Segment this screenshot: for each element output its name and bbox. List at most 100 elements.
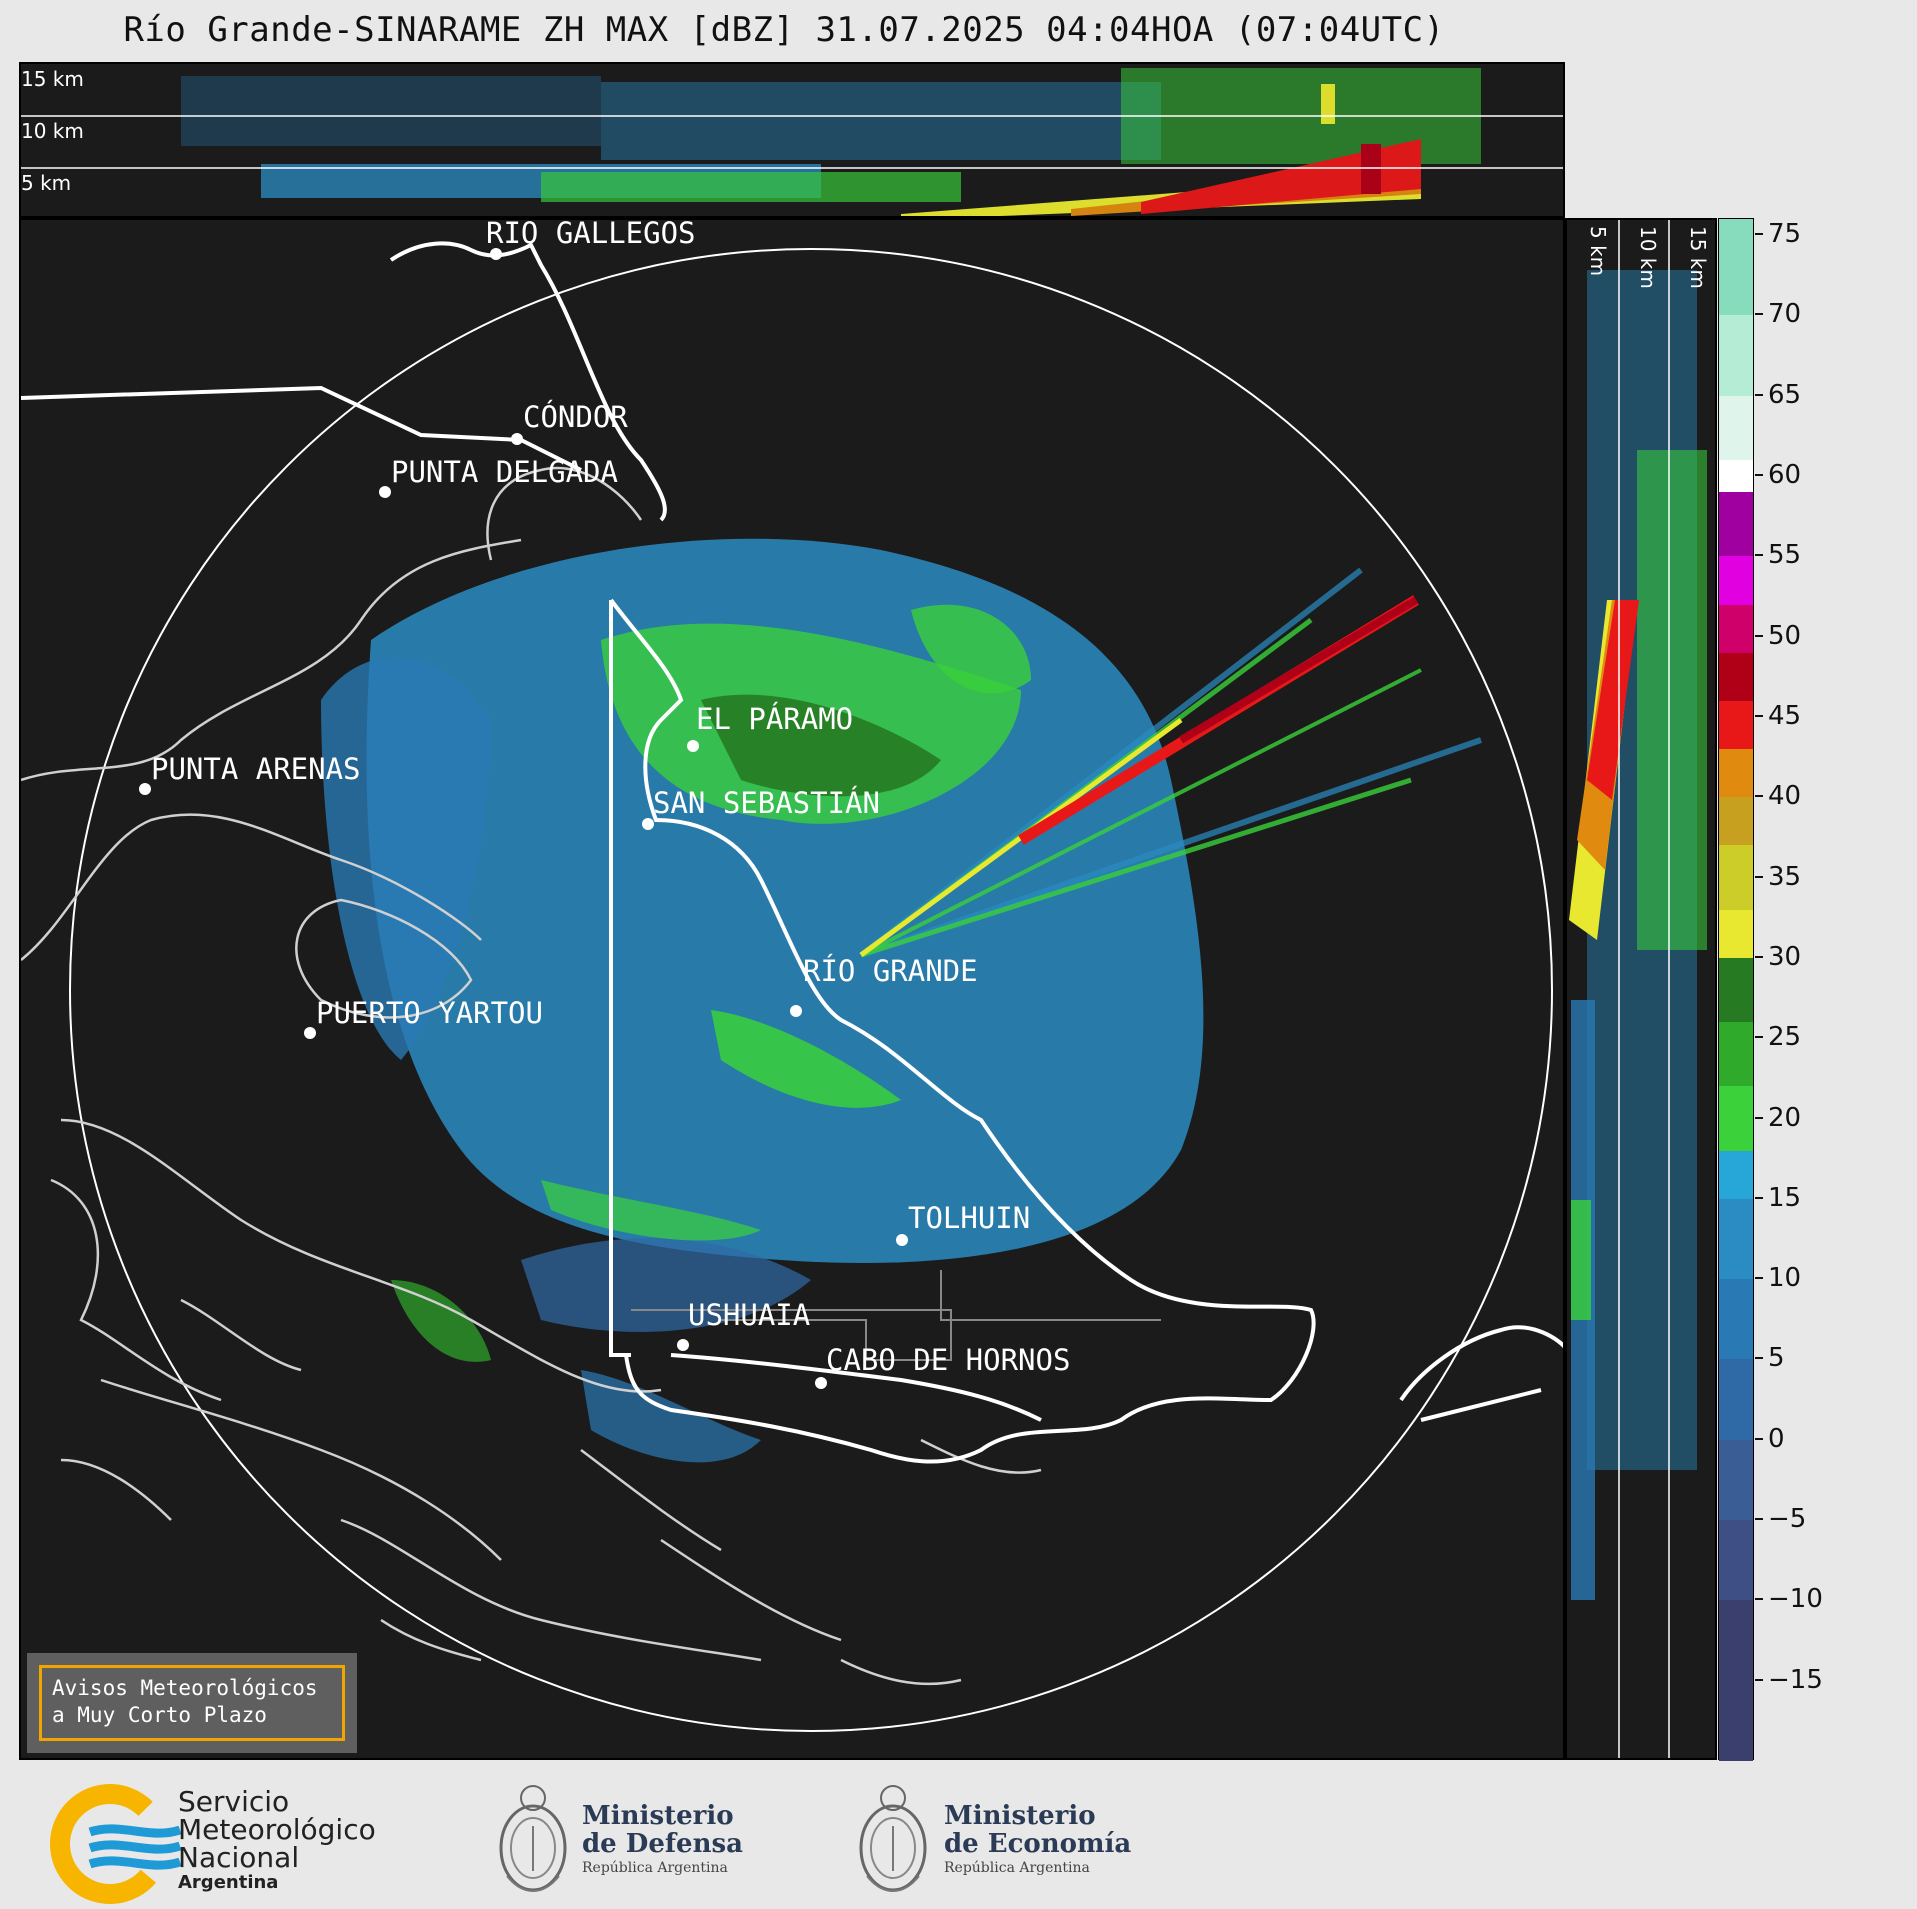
colorbar-tick [1755, 795, 1763, 798]
smn-line-4: Argentina [178, 1872, 279, 1893]
city-label-tolhuin: TOLHUIN [908, 1201, 1030, 1235]
economia-line-3: República Argentina [944, 1860, 1090, 1876]
colorbar-tick-label: 15 [1768, 1182, 1802, 1213]
colorbar-tick [1755, 313, 1763, 316]
footer-logos: Servicio Meteorológico Nacional Argentin… [0, 1762, 1917, 1909]
side-height-15km: 15 km [1686, 226, 1710, 289]
reflectivity-echoes [321, 538, 1482, 1463]
colorbar-tick-label: 20 [1768, 1102, 1802, 1133]
colorbar-tick [1755, 1357, 1763, 1360]
colorbar-tick [1755, 1437, 1763, 1440]
city-label-san-sebastian: SAN SEBASTIÁN [653, 786, 880, 820]
colorbar-tick-label: 45 [1768, 700, 1802, 731]
colorbar-segment [1719, 1439, 1753, 1521]
defensa-seal-icon [499, 1785, 567, 1892]
colorbar-segment [1719, 1600, 1753, 1761]
side-height-10km: 10 km [1636, 226, 1660, 289]
colorbar-segment [1719, 845, 1753, 910]
borders [21, 241, 1563, 1464]
colorbar-tick-label: 30 [1768, 941, 1802, 972]
colorbar-tick-label: 50 [1768, 620, 1802, 651]
city-label-rio-gallegos: RÍO GALLEGOS [486, 220, 696, 250]
coastlines [21, 466, 1042, 1686]
colorbar-tick [1755, 1678, 1763, 1681]
colorbar-tick-label: 65 [1768, 379, 1802, 410]
colorbar-tick-label: −5 [1768, 1504, 1807, 1535]
colorbar-tick-label: 70 [1768, 299, 1802, 330]
colorbar-tick-label: 10 [1768, 1263, 1802, 1294]
colorbar-tick [1755, 1277, 1763, 1280]
colorbar-segment [1719, 652, 1753, 701]
colorbar-segment [1719, 395, 1753, 460]
colorbar-tick [1755, 233, 1763, 236]
colorbar-segment [1719, 315, 1753, 396]
city-label-punta-arenas: PUNTA ARENAS [151, 752, 361, 786]
colorbar-tick [1755, 474, 1763, 476]
colorbar-segment [1719, 1022, 1753, 1087]
colorbar-tick [1755, 875, 1763, 878]
colorbar-tick-label: 35 [1768, 861, 1802, 892]
top-height-5km: 5 km [21, 171, 71, 195]
city-label-rio-grande: RÍO GRANDE [803, 954, 978, 988]
colorbar-tick-label: 75 [1768, 219, 1802, 250]
radar-map: RÍO GALLEGOS CÓNDOR PUNTA DELGADA EL PÁR… [19, 218, 1565, 1760]
economia-line-1: Ministerio [944, 1801, 1096, 1831]
colorbar-tick [1755, 1196, 1763, 1199]
colorbar-segment [1719, 957, 1753, 1023]
colorbar-segment [1719, 909, 1753, 958]
colorbar-tick-label: 55 [1768, 540, 1802, 571]
aviso-banner[interactable]: Avisos Meteorológicos a Muy Corto Plazo [27, 1653, 357, 1753]
defensa-line-3: República Argentina [582, 1860, 728, 1876]
colorbar-tick-label: −10 [1768, 1584, 1823, 1615]
colorbar-segment [1719, 749, 1753, 798]
colorbar-segment [1719, 1359, 1753, 1440]
smn-line-1: Servicio [178, 1785, 290, 1818]
page-title: Río Grande-SINARAME ZH MAX [dBZ] 31.07.2… [123, 10, 1445, 50]
city-label-punta-delgada: PUNTA DELGADA [391, 455, 618, 489]
side-height-5km: 5 km [1586, 226, 1610, 276]
colorbar-tick-label: 60 [1768, 460, 1802, 490]
smn-line-2: Meteorológico [178, 1813, 376, 1846]
colorbar-segment [1719, 1198, 1753, 1280]
economia-seal-icon [859, 1785, 927, 1892]
colorbar-segment [1719, 1279, 1753, 1360]
top-height-10km: 10 km [21, 119, 84, 143]
colorbar-tick [1755, 1036, 1763, 1039]
colorbar-tick-label: 0 [1768, 1423, 1785, 1454]
colorbar-tick [1755, 634, 1763, 637]
colorbar-segment [1719, 1520, 1753, 1601]
economia-line-2: de Economía [944, 1829, 1132, 1859]
smn-logo-icon [50, 1784, 182, 1904]
dbz-colorbar [1718, 218, 1754, 1761]
colorbar-segment [1719, 219, 1753, 316]
city-label-condor: CÓNDOR [523, 400, 628, 434]
side-height-profile: 5 km 10 km 15 km [1565, 218, 1717, 1760]
colorbar-tick [1755, 955, 1763, 958]
smn-line-3: Nacional [178, 1841, 300, 1874]
aviso-line-1: Avisos Meteorológicos [52, 1676, 318, 1700]
colorbar-segment [1719, 700, 1753, 750]
city-label-ushuaia: USHUAIA [688, 1298, 810, 1332]
colorbar-segment [1719, 797, 1753, 846]
city-label-el-paramo: EL PÁRAMO [696, 702, 853, 736]
colorbar-tick-label: −15 [1768, 1664, 1823, 1695]
colorbar-tick [1755, 554, 1763, 557]
colorbar-segment [1719, 556, 1753, 605]
colorbar-tick-label: 5 [1768, 1343, 1785, 1374]
colorbar-segment [1719, 604, 1753, 653]
city-points [139, 248, 908, 1389]
colorbar-tick [1755, 1116, 1763, 1119]
top-height-profile: 15 km 10 km 5 km [19, 62, 1565, 218]
colorbar-segment [1719, 1150, 1753, 1199]
colorbar-tick-label: 25 [1768, 1022, 1802, 1053]
defensa-line-1: Ministerio [582, 1801, 734, 1831]
colorbar-tick [1755, 1518, 1763, 1521]
city-label-cabo-de-hornos: CABO DE HORNOS [826, 1343, 1070, 1377]
colorbar-segment [1719, 459, 1753, 493]
range-ring [69, 248, 1553, 1732]
colorbar-tick-label: 40 [1768, 781, 1802, 812]
top-height-15km: 15 km [21, 67, 84, 91]
aviso-line-2: a Muy Corto Plazo [52, 1703, 267, 1727]
city-label-puerto-yartou: PUERTO YARTOU [316, 996, 543, 1030]
defensa-line-2: de Defensa [582, 1829, 743, 1859]
